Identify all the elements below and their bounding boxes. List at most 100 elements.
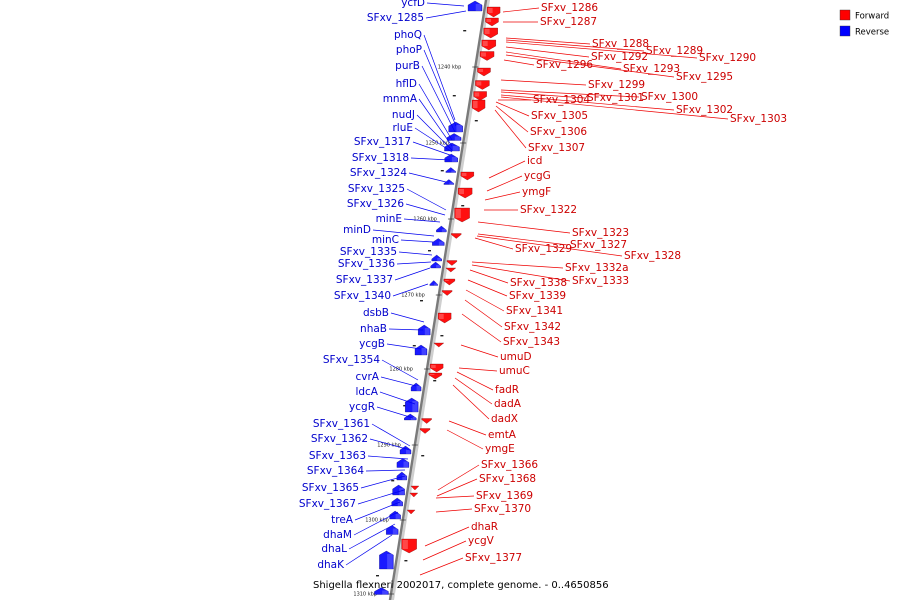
gene-glyph[interactable] [467,0,483,12]
gene-glyph[interactable] [475,80,490,90]
gene-label-forward[interactable]: SFxv_1302 [676,104,733,116]
gene-label-forward[interactable]: SFxv_1332a [565,262,629,274]
gene-label-forward[interactable]: SFxv_1295 [676,71,733,83]
gene-label-reverse[interactable]: SFxv_1362 [311,433,368,445]
gene-label-forward[interactable]: SFxv_1299 [588,79,645,91]
gene-glyph[interactable] [379,550,394,570]
gene-label-forward[interactable]: ymgE [485,443,515,455]
gene-label-reverse[interactable]: SFxv_1318 [352,152,409,164]
gene-glyph[interactable] [437,312,452,324]
gene-label-forward[interactable]: SFxv_1329 [515,243,572,255]
gene-glyph[interactable] [374,587,389,595]
gene-label-reverse[interactable]: SFxv_1335 [340,246,397,258]
gene-label-forward[interactable]: SFxv_1339 [509,290,566,302]
gene-glyph[interactable] [429,363,444,373]
gene-label-reverse[interactable]: SFxv_1336 [338,258,395,270]
gene-label-forward[interactable]: SFxv_1377 [465,552,522,564]
gene-label-forward[interactable]: SFxv_1343 [503,336,560,348]
gene-glyph[interactable] [443,179,455,185]
gene-glyph[interactable] [471,99,486,113]
gene-label-reverse[interactable]: SFxv_1367 [299,498,356,510]
gene-label-forward[interactable]: dhaR [471,521,498,533]
gene-label-forward[interactable]: ycgG [524,170,551,182]
gene-label-reverse[interactable]: phoP [396,44,422,56]
gene-label-forward[interactable]: umuD [500,351,532,363]
gene-label-forward[interactable]: dadA [494,398,522,410]
gene-label-forward[interactable]: SFxv_1301 [587,92,644,104]
gene-label-forward[interactable]: fadR [495,384,519,396]
gene-label-reverse[interactable]: mnmA [383,93,418,105]
gene-label-reverse[interactable]: hflD [396,78,417,90]
gene-label-forward[interactable]: SFxv_1290 [699,52,756,64]
gene-label-forward[interactable]: SFxv_1338 [510,277,567,289]
gene-label-reverse[interactable]: SFxv_1317 [354,136,411,148]
gene-glyph[interactable] [401,538,417,554]
gene-glyph[interactable] [473,91,487,101]
gene-label-forward[interactable]: SFxv_1307 [528,142,585,154]
gene-glyph[interactable] [445,267,457,273]
gene-label-reverse[interactable]: SFxv_1361 [313,418,370,430]
gene-glyph[interactable] [405,397,419,413]
gene-label-forward[interactable]: SFxv_1289 [646,45,703,57]
gene-label-reverse[interactable]: SFxv_1354 [323,354,380,366]
gene-glyph[interactable] [486,6,501,18]
gene-label-reverse[interactable]: nhaB [360,323,387,335]
gene-glyph[interactable] [431,254,442,262]
gene-label-forward[interactable]: umuC [499,365,530,377]
gene-label-reverse[interactable]: minC [372,234,399,246]
gene-label-reverse[interactable]: nudJ [392,109,415,121]
gene-label-reverse[interactable]: SFxv_1285 [367,12,424,24]
gene-label-reverse[interactable]: phoQ [394,29,422,41]
gene-glyph[interactable] [432,238,445,246]
gene-glyph[interactable] [443,278,456,286]
gene-glyph[interactable] [428,372,442,380]
gene-glyph[interactable] [454,207,470,223]
gene-label-forward[interactable]: SFxv_1322 [520,204,577,216]
gene-glyph[interactable] [419,428,431,434]
gene-label-forward[interactable]: dadX [491,413,518,425]
gene-label-reverse[interactable]: ycgR [349,401,375,413]
gene-label-forward[interactable]: SFxv_1300 [641,91,698,103]
gene-glyph[interactable] [441,290,453,296]
gene-label-reverse[interactable]: dhaM [323,529,352,541]
gene-label-forward[interactable]: SFxv_1370 [474,503,531,515]
gene-glyph[interactable] [460,171,474,181]
gene-glyph[interactable] [414,344,428,356]
gene-glyph[interactable] [446,133,462,141]
gene-glyph[interactable] [389,510,401,520]
gene-glyph[interactable] [436,225,447,233]
gene-glyph[interactable] [477,67,491,77]
gene-label-forward[interactable]: SFxv_1333 [572,275,629,287]
gene-glyph[interactable] [445,167,456,173]
gene-label-forward[interactable]: SFxv_1328 [624,250,681,262]
gene-label-reverse[interactable]: purB [395,60,420,72]
gene-label-reverse[interactable]: rluE [392,122,413,134]
gene-glyph[interactable] [483,27,498,39]
gene-glyph[interactable] [451,233,462,239]
gene-label-forward[interactable]: icd [527,155,542,167]
gene-label-forward[interactable]: SFxv_1306 [530,126,587,138]
gene-label-reverse[interactable]: ycgB [359,338,385,350]
gene-glyph[interactable] [421,418,432,424]
gene-glyph[interactable] [444,153,458,163]
gene-glyph[interactable] [446,260,458,266]
gene-label-reverse[interactable]: minE [376,213,402,225]
gene-label-forward[interactable]: SFxv_1293 [623,63,680,75]
gene-label-forward[interactable]: SFxv_1368 [479,473,536,485]
gene-label-reverse[interactable]: SFxv_1364 [307,465,364,477]
gene-label-forward[interactable]: SFxv_1323 [572,227,629,239]
gene-label-forward[interactable]: SFxv_1304 [533,94,590,106]
gene-label-reverse[interactable]: minD [343,224,371,236]
gene-label-forward[interactable]: SFxv_1288 [592,38,649,50]
gene-label-forward[interactable]: SFxv_1369 [476,490,533,502]
gene-glyph[interactable] [396,458,410,468]
gene-label-forward[interactable]: SFxv_1286 [541,2,598,14]
gene-label-forward[interactable]: SFxv_1296 [536,59,593,71]
gene-label-reverse[interactable]: SFxv_1325 [348,183,405,195]
gene-glyph[interactable] [418,324,431,336]
gene-glyph[interactable] [429,280,438,286]
gene-label-reverse[interactable]: SFxv_1326 [347,198,404,210]
gene-label-forward[interactable]: SFxv_1292 [591,51,648,63]
gene-label-forward[interactable]: SFxv_1366 [481,459,538,471]
gene-label-reverse[interactable]: dhaL [321,543,347,555]
